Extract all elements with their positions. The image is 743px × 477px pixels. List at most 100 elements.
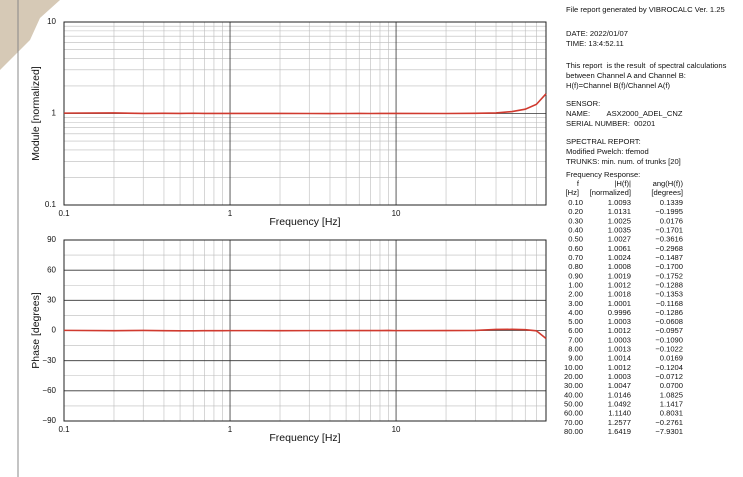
table-cell: −0.1353 — [655, 290, 683, 299]
y-tick-label: 90 — [47, 235, 56, 244]
table-cell: 1.0018 — [608, 290, 631, 299]
table-cell: 1.0014 — [608, 354, 631, 363]
decoration — [0, 0, 60, 70]
report-line: File report generated by VIBROCALC Ver. … — [566, 5, 725, 14]
table-cell: 3.00 — [568, 299, 583, 308]
report-line: NAME: ASX2000_ADEL_CNZ — [566, 109, 683, 118]
table-cell: −0.0712 — [655, 372, 683, 381]
table-cell: 0.9996 — [608, 308, 631, 317]
table-cell: −0.2761 — [655, 418, 683, 427]
table-cell: 1.0131 — [608, 207, 631, 216]
table-cell: −0.1168 — [656, 299, 683, 308]
report-line: between Channel A and Channel B: — [566, 71, 686, 80]
table-cell: 2.00 — [568, 290, 583, 299]
table-cell: 70.00 — [564, 418, 583, 427]
table-cell: 0.0176 — [660, 216, 683, 225]
table-cell: 40.00 — [564, 390, 583, 399]
report-line: DATE: 2022/01/07 — [566, 29, 628, 38]
table-cell: 0.80 — [568, 262, 583, 271]
report-line: SERIAL NUMBER: 00201 — [566, 119, 655, 128]
y-tick-label: 1 — [52, 109, 57, 118]
table-cell: −0.1288 — [655, 280, 683, 289]
table-cell: 0.20 — [568, 207, 583, 216]
table-cell: 9.00 — [568, 354, 583, 363]
y-tick-label: −60 — [42, 386, 56, 395]
table-cell: −0.0957 — [655, 326, 683, 335]
table-cell: 1.0027 — [608, 235, 631, 244]
table-cell: 1.0093 — [608, 198, 631, 207]
table-cell: 8.00 — [568, 345, 583, 354]
y-tick-label: 30 — [47, 295, 56, 304]
y-tick-label: 10 — [47, 17, 56, 26]
table-cell: 1.00 — [568, 280, 583, 289]
table-cell: 5.00 — [568, 317, 583, 326]
table-cell: 1.1140 — [608, 409, 631, 418]
table-cell: 0.0169 — [660, 354, 683, 363]
table-cell: 4.00 — [568, 308, 583, 317]
table-cell: 1.0003 — [608, 372, 631, 381]
table-cell: 1.0013 — [608, 345, 631, 354]
table-cell: 0.8031 — [660, 409, 683, 418]
table-cell: 1.0012 — [608, 326, 631, 335]
report-line: Modified Pwelch: tfemod — [566, 147, 649, 156]
table-cell: 0.70 — [568, 253, 583, 262]
table-cell: 20.00 — [564, 372, 583, 381]
table-header: f — [577, 179, 580, 188]
table-cell: −0.1995 — [655, 207, 683, 216]
table-header: ang(H(f)) — [653, 179, 684, 188]
table-cell: 6.00 — [568, 326, 583, 335]
table-cell: −0.1701 — [655, 225, 683, 234]
report-line: This report is the result of spectral ca… — [566, 61, 727, 70]
report-page: 0.11100.1110Frequency [Hz]Module [normal… — [0, 0, 743, 477]
table-cell: 1.0003 — [608, 335, 631, 344]
report-line: H(f)=Channel B(f)/Channel A(f) — [566, 81, 671, 90]
table-cell: −0.1487 — [655, 253, 683, 262]
y-tick-label: 0.1 — [45, 200, 57, 209]
table-cell: 1.0025 — [608, 216, 631, 225]
table-cell: 1.0825 — [660, 390, 683, 399]
table-cell: 0.40 — [568, 225, 583, 234]
table-cell: 1.0012 — [608, 280, 631, 289]
table-cell: −0.2968 — [655, 244, 683, 253]
table-cell: 0.0700 — [660, 381, 683, 390]
table-cell: 1.2577 — [608, 418, 631, 427]
report-line: SENSOR: — [566, 99, 600, 108]
table-cell: 0.50 — [568, 235, 583, 244]
table-cell: 1.0008 — [608, 262, 631, 271]
report-line: SPECTRAL REPORT: — [566, 137, 641, 146]
y-tick-label: 0 — [52, 326, 57, 335]
y-tick-label: −30 — [42, 356, 56, 365]
report-line: TRUNKS: min. num. of trunks [20] — [566, 157, 681, 166]
table-header: [normalized] — [590, 188, 631, 197]
table-cell: 1.0003 — [608, 317, 631, 326]
table-cell: 1.1417 — [660, 400, 683, 409]
data-line — [64, 329, 546, 338]
table-cell: 0.90 — [568, 271, 583, 280]
table-cell: 0.30 — [568, 216, 583, 225]
table-cell: 1.0146 — [608, 390, 631, 399]
table-cell: −0.1204 — [655, 363, 683, 372]
table-header: [degrees] — [651, 188, 683, 197]
x-tick-label: 0.1 — [58, 209, 70, 218]
y-axis-label: Phase [degrees] — [30, 292, 42, 369]
table-cell: 1.6419 — [608, 427, 631, 436]
table-cell: −0.1286 — [655, 308, 683, 317]
y-tick-label: 60 — [47, 265, 56, 274]
table-cell: 1.0001 — [608, 299, 631, 308]
x-tick-label: 0.1 — [58, 425, 70, 434]
report-line: TIME: 13:4:52.11 — [566, 39, 624, 48]
x-axis-label: Frequency [Hz] — [269, 216, 340, 228]
table-cell: 1.0012 — [608, 363, 631, 372]
table-cell: 1.0024 — [608, 253, 631, 262]
table-header: |H(f)| — [614, 179, 631, 188]
x-tick-label: 10 — [392, 209, 401, 218]
table-header: [Hz] — [565, 188, 579, 197]
x-tick-label: 10 — [392, 425, 401, 434]
table-cell: 1.0035 — [608, 225, 631, 234]
table-cell: −0.1090 — [655, 335, 683, 344]
table-cell: 80.00 — [564, 427, 583, 436]
table-cell: −0.1752 — [655, 271, 683, 280]
table-cell: 30.00 — [564, 381, 583, 390]
table-cell: 60.00 — [564, 409, 583, 418]
table-cell: 10.00 — [564, 363, 583, 372]
